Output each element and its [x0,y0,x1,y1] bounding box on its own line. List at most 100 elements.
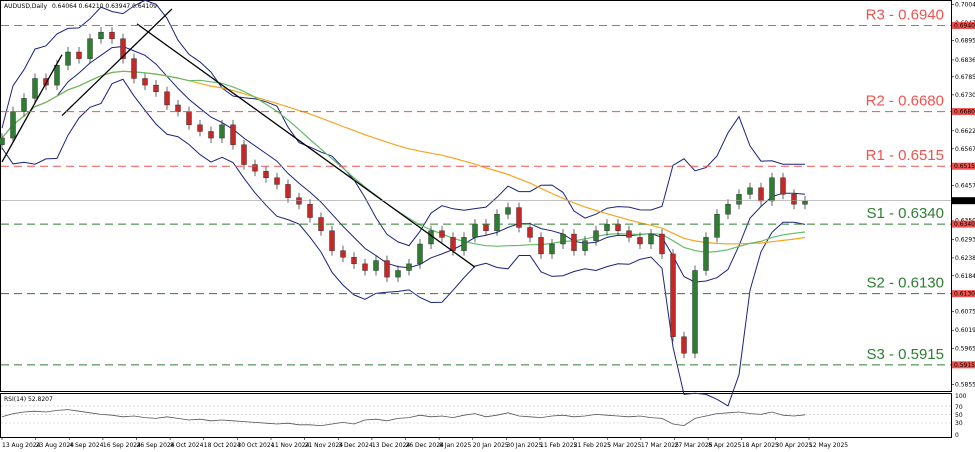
candle-body [76,51,82,59]
x-tick-label: 4 Sep 2024 [69,442,103,449]
level-label-s2: S2 - 0.6130 [866,275,944,292]
candle-body [802,200,808,205]
candle-body [373,260,379,271]
x-tick-label: 18 Oct 2024 [204,442,241,449]
candle-body [758,187,764,202]
candle-body [395,270,401,278]
candle-body [120,38,126,59]
level-price-tag [952,290,975,298]
y-tick-label: 0.67305 [955,92,975,99]
x-tick-label: 23 Aug 2024 [36,442,75,449]
candle-body [461,237,467,251]
level-label-s1: S1 - 0.6340 [866,205,944,222]
level-label-s3: S3 - 0.5915 [866,346,944,363]
rsi-line [1,409,806,427]
candle-body [417,243,423,265]
candle-body [351,257,357,265]
x-tick-label: 20 Jan 2025 [473,442,509,449]
candle-body [65,51,71,66]
y-tick-label: 0.60195 [955,327,975,334]
candle-body [252,164,258,172]
main-panel-frame [0,0,952,392]
rsi-tick: 0 [955,432,959,439]
candle-body [10,111,16,139]
candle-body [637,237,643,245]
candle-body [21,98,27,112]
candle-body [549,243,555,255]
candle-body [263,170,269,178]
candles [0,27,808,359]
candle-body [505,207,511,215]
candle-body [219,124,225,139]
ohlc-values: 0.64064 0.64210 0.63947 0.64109 [52,3,157,10]
candle-body [274,177,280,185]
candle-body [769,177,775,202]
candle-body [153,84,159,92]
x-tick-label: 18 Apr 2025 [742,442,779,449]
candle-body [340,250,346,258]
candle-body [230,124,236,145]
x-tick-label: 30 Jan 2025 [506,442,542,449]
candle-body [329,230,335,251]
rsi-tick: 30 [955,420,963,427]
candle-body [538,237,544,255]
y-axis: 0.700400.694750.689500.683600.678500.673… [951,1,975,389]
rsi-tick: 100 [955,393,967,400]
level-price-tag [952,220,975,228]
candle-body [186,111,192,126]
candle-body [32,78,38,99]
x-tick-label: 16 Sep 2024 [103,442,141,449]
candle-body [615,223,621,231]
candle-body [109,31,115,39]
x-tick-label: 30 Apr 2025 [775,442,812,449]
candle-body [494,214,500,231]
candle-body [175,104,181,112]
x-tick-label: 13 Dec 2024 [372,442,411,449]
rsi-series-line [1,409,806,427]
candle-body [164,91,170,106]
candle-body [670,253,676,337]
candle-body [87,38,93,59]
trendlines [1,8,476,268]
candle-body [714,214,720,238]
candle-body [604,223,610,231]
candle-body [681,336,687,354]
candle-body [406,263,412,271]
candle-body [747,187,753,195]
candle-body [131,58,137,79]
candle-body [307,204,313,218]
bollinger-mid [1,45,806,283]
candle-body [362,263,368,271]
candle-body [659,233,665,255]
x-tick-label: 5 Mar 2025 [607,442,641,449]
level-label-r1: R1 - 0.6515 [866,147,944,164]
x-tick-label: 11 Nov 2024 [271,442,310,449]
level-label-r3: R3 - 0.6940 [866,7,944,24]
candle-body [560,233,566,245]
candle-body [692,270,698,354]
candle-body [483,223,489,231]
candle-body [439,230,445,238]
candle-body [516,207,522,228]
candle-body [582,240,588,251]
x-tick-label: 17 Mar 2025 [641,442,679,449]
trendline-down [136,23,476,268]
x-tick-label: 8 Apr 2025 [708,442,741,449]
x-tick-label: 8 Oct 2024 [170,442,203,449]
trendline-up-2 [61,8,173,117]
x-tick-label: 8 Jan 2025 [439,442,471,449]
level-label-r2: R2 - 0.6680 [866,93,944,110]
x-tick-label: 26 Dec 2024 [406,442,445,449]
level-price-tag [952,361,975,369]
